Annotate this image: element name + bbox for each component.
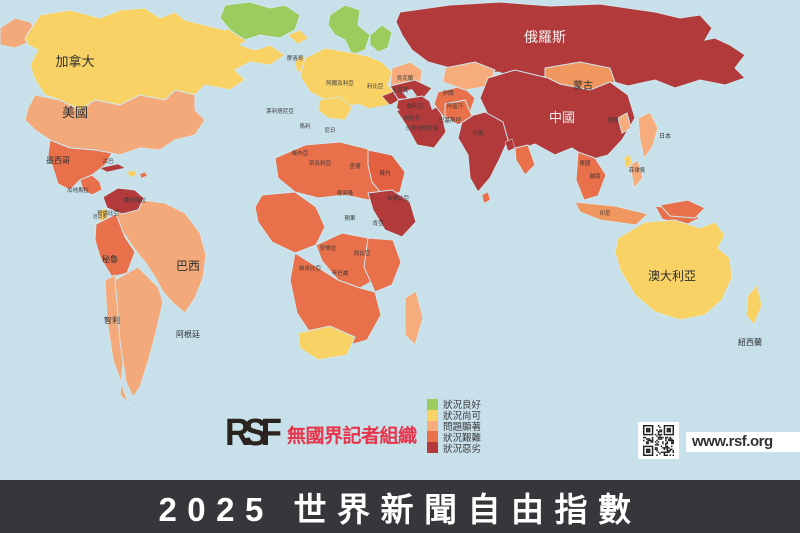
- svg-text:厄瓜多: 厄瓜多: [93, 213, 107, 220]
- svg-text:墨西哥: 墨西哥: [46, 156, 70, 165]
- svg-text:伊拉克: 伊拉克: [404, 114, 421, 122]
- svg-text:土耳其: 土耳其: [392, 86, 409, 94]
- svg-text:烏克蘭: 烏克蘭: [397, 74, 414, 82]
- svg-text:肯亞: 肯亞: [372, 219, 384, 227]
- svg-text:安哥拉: 安哥拉: [320, 244, 337, 252]
- svg-text:伊朗: 伊朗: [442, 89, 454, 97]
- svg-text:幾內亞: 幾內亞: [292, 149, 309, 157]
- svg-text:查德: 查德: [349, 162, 361, 170]
- svg-text:古巴: 古巴: [102, 157, 114, 165]
- svg-text:利比亞: 利比亞: [367, 82, 384, 90]
- svg-text:奈及利亞: 奈及利亞: [309, 159, 332, 167]
- svg-text:泰國: 泰國: [579, 159, 591, 167]
- svg-text:蒙古: 蒙古: [573, 79, 593, 92]
- svg-text:茅利塔尼亞: 茅利塔尼亞: [266, 107, 294, 115]
- svg-text:阿富汗: 阿富汗: [447, 102, 464, 110]
- svg-text:巴西: 巴西: [176, 259, 200, 273]
- svg-text:越南: 越南: [589, 172, 601, 180]
- svg-text:剛果: 剛果: [344, 214, 356, 222]
- svg-text:辛巴威: 辛巴威: [332, 269, 349, 277]
- svg-text:菲律賓: 菲律賓: [629, 166, 646, 174]
- svg-text:尼日: 尼日: [324, 127, 335, 134]
- svg-text:印尼: 印尼: [599, 210, 611, 217]
- svg-text:日本: 日本: [659, 132, 671, 140]
- svg-text:敘利亞: 敘利亞: [407, 102, 424, 110]
- svg-text:阿根廷: 阿根廷: [176, 329, 200, 339]
- svg-text:美國: 美國: [62, 105, 88, 120]
- svg-text:沙烏地阿拉伯: 沙烏地阿拉伯: [405, 124, 438, 132]
- svg-text:蘇丹: 蘇丹: [379, 169, 391, 177]
- svg-text:尚比亞: 尚比亞: [354, 249, 371, 257]
- svg-text:委內瑞拉: 委內瑞拉: [124, 196, 147, 204]
- svg-text:韓國: 韓國: [607, 116, 619, 124]
- svg-text:巴基斯坦: 巴基斯坦: [439, 116, 462, 124]
- svg-text:納米比亞: 納米比亞: [299, 264, 322, 272]
- svg-text:澳大利亞: 澳大利亞: [648, 269, 696, 283]
- svg-text:紐西蘭: 紐西蘭: [738, 337, 762, 347]
- svg-text:秘魯: 秘魯: [102, 254, 118, 264]
- svg-text:印度: 印度: [472, 129, 484, 137]
- svg-text:中國: 中國: [549, 110, 575, 125]
- svg-text:喀麥隆: 喀麥隆: [337, 189, 354, 197]
- svg-text:摩洛哥: 摩洛哥: [287, 54, 304, 62]
- svg-text:加拿大: 加拿大: [55, 54, 94, 69]
- svg-text:衣索比亞: 衣索比亞: [387, 194, 410, 202]
- svg-text:阿爾及利亞: 阿爾及利亞: [326, 79, 354, 87]
- svg-text:瓜地馬拉: 瓜地馬拉: [67, 186, 90, 194]
- svg-text:馬利: 馬利: [299, 122, 310, 130]
- svg-text:智利: 智利: [104, 315, 120, 325]
- svg-text:俄羅斯: 俄羅斯: [524, 29, 566, 45]
